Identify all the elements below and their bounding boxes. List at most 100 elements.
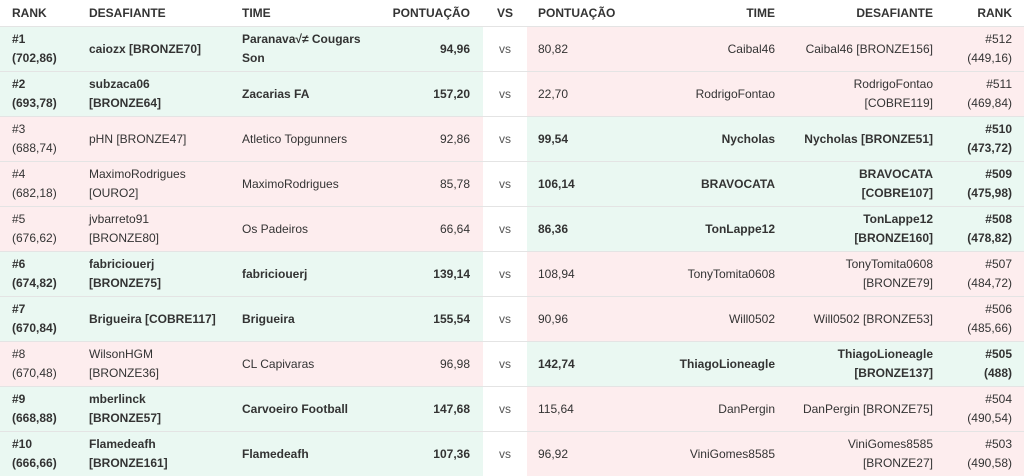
challenger-name-right[interactable]: RodrigoFontao [COBRE119]	[853, 77, 933, 110]
challenger-cell: WilsonHGM [BRONZE36]	[80, 341, 232, 387]
team-name[interactable]: Flamedeafh	[242, 446, 309, 461]
team-name-right[interactable]: TonLappe12	[705, 221, 775, 236]
header-challenger[interactable]: DESAFIANTE	[80, 0, 232, 27]
rank-cell-right: #511 (469,84)	[945, 71, 1024, 117]
rank: #2	[12, 77, 26, 91]
challenger-name-right[interactable]: DanPergin [BRONZE75]	[802, 401, 933, 416]
challenger-cell: jvbarreto91 [BRONZE80]	[80, 206, 232, 252]
score: 92,86	[380, 116, 483, 162]
matchup-row: #3 (688,74) pHN [BRONZE47] Atletico Topgunn…	[0, 116, 1024, 162]
challenger-name-right[interactable]: ViniGomes8585 [BRONZE27]	[847, 437, 933, 470]
challenger-name-right[interactable]: Nycholas [BRONZE51]	[804, 131, 933, 146]
challenger-name[interactable]: pHN [BRONZE47]	[89, 131, 187, 146]
challenger-name-right[interactable]: ThiagoLioneagle [BRONZE137]	[837, 347, 933, 380]
header-team-right[interactable]: TIME	[660, 0, 787, 27]
challenger-cell-right: Will0502 [BRONZE53]	[787, 296, 945, 342]
team-cell-right: ThiagoLioneagle	[660, 341, 787, 387]
team-name[interactable]: Brigueira	[242, 311, 295, 326]
team-cell: Zacarias FA	[232, 71, 380, 117]
challenger-cell: Flamedeafh [BRONZE161]	[80, 431, 232, 476]
challenger-cell-right: Caibal46 [BRONZE156]	[787, 26, 945, 72]
challenger-name[interactable]: MaximoRodrigues [OURO2]	[89, 167, 186, 200]
rank: #5	[12, 212, 26, 226]
vs-label: vs	[483, 26, 527, 72]
vs-label: vs	[483, 296, 527, 342]
rank-right: #505	[985, 347, 1012, 361]
team-cell-right: RodrigoFontao	[660, 71, 787, 117]
challenger-name[interactable]: Flamedeafh [BRONZE161]	[89, 437, 168, 470]
challenger-name[interactable]: subzaca06 [BRONZE64]	[89, 77, 162, 110]
rank-score: (676,62)	[12, 231, 57, 245]
rank-score: (670,48)	[12, 366, 57, 380]
rank-cell: #6 (674,82)	[0, 251, 80, 297]
score-right: 106,14	[527, 161, 660, 207]
challenger-name[interactable]: fabriciouerj [BRONZE75]	[89, 257, 162, 290]
matchup-row: #2 (693,78) subzaca06 [BRONZE64] Zacarias F…	[0, 71, 1024, 117]
challenger-name-right[interactable]: BRAVOCATA [COBRE107]	[859, 167, 933, 200]
rank-cell-right: #506 (485,66)	[945, 296, 1024, 342]
header-challenger-right[interactable]: DESAFIANTE	[787, 0, 945, 27]
rank-right: #506	[985, 302, 1012, 316]
team-name-right[interactable]: ThiagoLioneagle	[679, 356, 775, 371]
matchup-row: #9 (668,88) mberlinck [BRONZE57] Carvoeiro …	[0, 386, 1024, 432]
team-name-right[interactable]: TonyTomita0608	[687, 266, 775, 281]
team-name[interactable]: fabriciouerj	[242, 266, 308, 281]
score-right: 142,74	[527, 341, 660, 387]
rank-score-right: (469,84)	[967, 96, 1012, 110]
challenger-cell-right: DanPergin [BRONZE75]	[787, 386, 945, 432]
team-name[interactable]: Carvoeiro Football	[242, 401, 349, 416]
team-name-right[interactable]: Will0502	[728, 311, 775, 326]
score-right: 99,54	[527, 116, 660, 162]
team-name[interactable]: CL Capivaras	[242, 356, 315, 371]
rank-score-right: (475,98)	[967, 186, 1012, 200]
header-vs: VS	[483, 0, 527, 27]
vs-label: vs	[483, 206, 527, 252]
matchup-row: #6 (674,82) fabriciouerj [BRONZE75] fabrici…	[0, 251, 1024, 297]
challenger-name[interactable]: Brigueira [COBRE117]	[89, 311, 216, 326]
challenger-name-right[interactable]: TonLappe12 [BRONZE160]	[854, 212, 933, 245]
team-cell: fabriciouerj	[232, 251, 380, 297]
header-score[interactable]: PONTUAÇÃO	[380, 0, 483, 27]
challenger-name[interactable]: WilsonHGM [BRONZE36]	[89, 347, 160, 380]
header-rank-right[interactable]: RANK	[945, 0, 1024, 27]
rank-right: #512	[985, 32, 1012, 46]
team-name[interactable]: Atletico Topgunners	[242, 131, 348, 146]
header-rank[interactable]: RANK	[0, 0, 80, 27]
header-team[interactable]: TIME	[232, 0, 380, 27]
score-right: 115,64	[527, 386, 660, 432]
vs-label: vs	[483, 341, 527, 387]
team-name[interactable]: Paranava√≠ Cougars Son	[242, 32, 361, 65]
vs-label: vs	[483, 161, 527, 207]
challenger-name-right[interactable]: TonyTomita0608 [BRONZE79]	[845, 257, 933, 290]
rank: #1	[12, 32, 26, 46]
team-name[interactable]: Os Padeiros	[242, 221, 309, 236]
challenger-name-right[interactable]: Will0502 [BRONZE53]	[813, 311, 933, 326]
rank-right: #504	[985, 392, 1012, 406]
team-name-right[interactable]: RodrigoFontao	[695, 86, 775, 101]
rank: #4	[12, 167, 26, 181]
team-name-right[interactable]: Caibal46	[727, 41, 775, 56]
score: 139,14	[380, 251, 483, 297]
vs-label: vs	[483, 251, 527, 297]
team-name[interactable]: MaximoRodrigues	[242, 176, 339, 191]
rank-right: #509	[985, 167, 1012, 181]
team-name-right[interactable]: BRAVOCATA	[701, 176, 775, 191]
challenger-name[interactable]: mberlinck [BRONZE57]	[89, 392, 162, 425]
header-score-right[interactable]: PONTUAÇÃO	[527, 0, 660, 27]
challenger-name-right[interactable]: Caibal46 [BRONZE156]	[805, 41, 933, 56]
team-cell: Flamedeafh	[232, 431, 380, 476]
rank-cell-right: #504 (490,54)	[945, 386, 1024, 432]
rank-cell: #5 (676,62)	[0, 206, 80, 252]
team-cell: Os Padeiros	[232, 206, 380, 252]
vs-label: vs	[483, 431, 527, 476]
score: 94,96	[380, 26, 483, 72]
challenger-name[interactable]: jvbarreto91 [BRONZE80]	[89, 212, 160, 245]
team-name-right[interactable]: ViniGomes8585	[689, 446, 775, 461]
team-cell: Carvoeiro Football	[232, 386, 380, 432]
team-name-right[interactable]: DanPergin	[718, 401, 775, 416]
team-name-right[interactable]: Nycholas	[721, 131, 775, 146]
team-name[interactable]: Zacarias FA	[242, 86, 310, 101]
challenger-name[interactable]: caiozx [BRONZE70]	[89, 41, 202, 56]
team-cell: CL Capivaras	[232, 341, 380, 387]
score-right: 86,36	[527, 206, 660, 252]
